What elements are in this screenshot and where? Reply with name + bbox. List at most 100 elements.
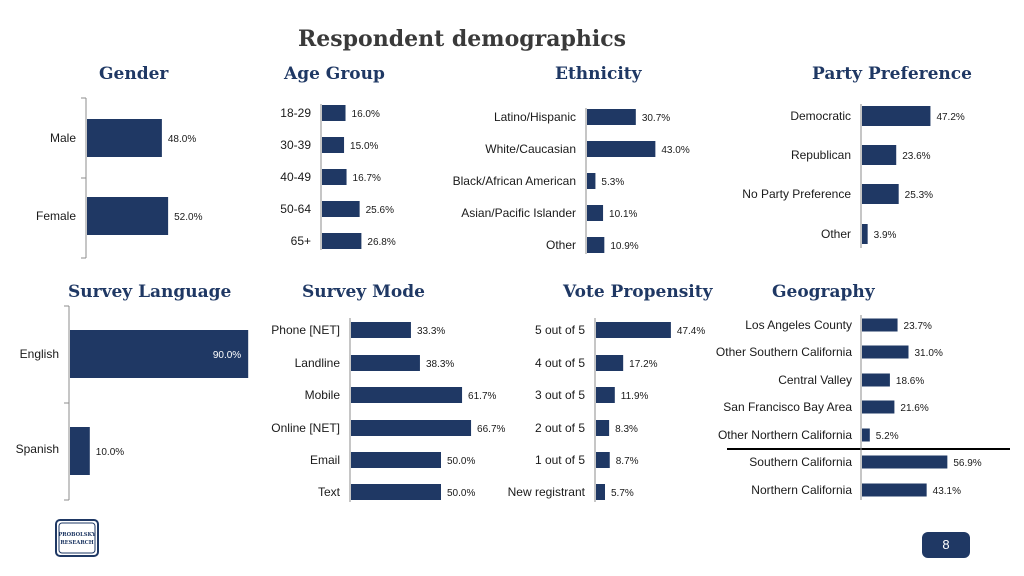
party-category-label: Republican xyxy=(791,148,851,162)
party-bar xyxy=(862,145,897,165)
age-bar xyxy=(322,137,345,153)
geography-category-label: San Francisco Bay Area xyxy=(723,400,852,414)
language-bar xyxy=(70,330,249,378)
propensity-value-label: 11.9% xyxy=(621,391,649,402)
geography-bar xyxy=(862,318,898,332)
age-value-label: 26.8% xyxy=(367,237,395,248)
geography-bar xyxy=(862,428,870,442)
gender-category-label: Female xyxy=(36,209,76,223)
propensity-value-label: 47.4% xyxy=(677,326,705,337)
mode-category-label: Text xyxy=(318,485,341,499)
party-category-label: No Party Preference xyxy=(742,187,851,201)
chart-title-vote-propensity: Vote Propensity xyxy=(563,282,713,302)
gender-bar xyxy=(87,119,162,157)
ethnicity-category-label: Latino/Hispanic xyxy=(494,110,576,124)
age-value-label: 16.7% xyxy=(353,173,381,184)
party-bar xyxy=(862,184,899,204)
propensity-bar xyxy=(596,322,671,338)
propensity-value-label: 8.7% xyxy=(616,456,639,467)
chart-title-party-preference: Party Preference xyxy=(812,64,972,84)
mode-bar xyxy=(351,484,441,500)
mode-category-label: Mobile xyxy=(305,388,341,402)
party-bar xyxy=(862,224,868,244)
ethnicity-bar xyxy=(587,205,604,221)
ethnicity-category-label: Black/African American xyxy=(453,174,576,188)
age-bar xyxy=(322,201,360,217)
ethnicity-value-label: 10.9% xyxy=(610,241,638,252)
propensity-category-label: 5 out of 5 xyxy=(535,323,585,337)
age-category-label: 18-29 xyxy=(280,106,311,120)
geography-category-label: Los Angeles County xyxy=(745,318,852,332)
propensity-category-label: 4 out of 5 xyxy=(535,356,585,370)
age-category-label: 50-64 xyxy=(280,202,311,216)
geography-value-label: 56.9% xyxy=(953,458,981,469)
party-value-label: 23.6% xyxy=(902,151,930,162)
language-value-label: 10.0% xyxy=(96,447,124,458)
propensity-bar xyxy=(596,355,624,371)
geography-value-label: 43.1% xyxy=(933,486,961,497)
propensity-bar xyxy=(596,452,610,468)
probolsky-logo: PROBOLSKY RESEARCH xyxy=(55,519,99,557)
mode-bar xyxy=(351,420,472,436)
geography-bar xyxy=(862,345,909,359)
chart-title-survey-language: Survey Language xyxy=(68,282,232,302)
geography-category-label: Northern California xyxy=(751,483,852,497)
party-value-label: 3.9% xyxy=(874,230,897,241)
chart-title-survey-mode: Survey Mode xyxy=(302,282,425,302)
geography-value-label: 5.2% xyxy=(876,431,899,442)
mode-value-label: 66.7% xyxy=(477,424,505,435)
language-value-label: 90.0% xyxy=(213,350,241,361)
age-category-label: 30-39 xyxy=(280,138,311,152)
mode-bar xyxy=(351,387,463,403)
propensity-category-label: 2 out of 5 xyxy=(535,421,585,435)
age-bar xyxy=(322,105,346,121)
chart-title-gender: Gender xyxy=(99,64,169,84)
age-value-label: 25.6% xyxy=(366,205,394,216)
ethnicity-category-label: Other xyxy=(546,238,576,252)
age-value-label: 16.0% xyxy=(352,109,380,120)
mode-category-label: Online [NET] xyxy=(271,421,340,435)
age-category-label: 40-49 xyxy=(280,170,311,184)
gender-value-label: 48.0% xyxy=(168,134,196,145)
chart-title-age-group: Age Group xyxy=(284,64,385,84)
party-bar xyxy=(862,106,931,126)
mode-value-label: 38.3% xyxy=(426,359,454,370)
mode-value-label: 50.0% xyxy=(447,456,475,467)
mode-value-label: 61.7% xyxy=(468,391,496,402)
propensity-bar xyxy=(596,387,615,403)
geography-bar xyxy=(862,373,890,387)
age-category-label: 65+ xyxy=(291,234,311,248)
party-category-label: Democratic xyxy=(790,109,851,123)
propensity-bar xyxy=(596,420,610,436)
geography-value-label: 23.7% xyxy=(904,321,932,332)
chart-title-geography: Geography xyxy=(772,282,875,302)
ethnicity-bar xyxy=(587,141,656,157)
mode-category-label: Phone [NET] xyxy=(271,323,340,337)
party-value-label: 25.3% xyxy=(905,190,933,201)
geography-bar xyxy=(862,455,948,469)
geography-bar xyxy=(862,400,895,414)
chart-title-ethnicity: Ethnicity xyxy=(555,64,642,84)
propensity-value-label: 17.2% xyxy=(629,359,657,370)
ethnicity-category-label: White/Caucasian xyxy=(485,142,576,156)
geography-category-label: Southern California xyxy=(749,455,852,469)
mode-bar xyxy=(351,452,441,468)
svg-text:PROBOLSKY: PROBOLSKY xyxy=(58,532,95,538)
geography-value-label: 18.6% xyxy=(896,376,924,387)
propensity-value-label: 8.3% xyxy=(615,424,638,435)
mode-bar xyxy=(351,355,420,371)
propensity-category-label: 3 out of 5 xyxy=(535,388,585,402)
age-bar xyxy=(322,233,362,249)
page-number-badge: 8 xyxy=(922,532,970,558)
ethnicity-value-label: 43.0% xyxy=(661,145,689,156)
propensity-category-label: New registrant xyxy=(508,485,586,499)
ethnicity-category-label: Asian/Pacific Islander xyxy=(461,206,576,220)
gender-bar xyxy=(87,197,169,235)
geography-bar xyxy=(862,483,927,497)
geography-value-label: 21.6% xyxy=(900,403,928,414)
language-bar xyxy=(70,427,90,475)
geography-category-label: Other Northern California xyxy=(718,428,852,442)
ethnicity-value-label: 30.7% xyxy=(642,113,670,124)
ethnicity-value-label: 5.3% xyxy=(601,177,624,188)
